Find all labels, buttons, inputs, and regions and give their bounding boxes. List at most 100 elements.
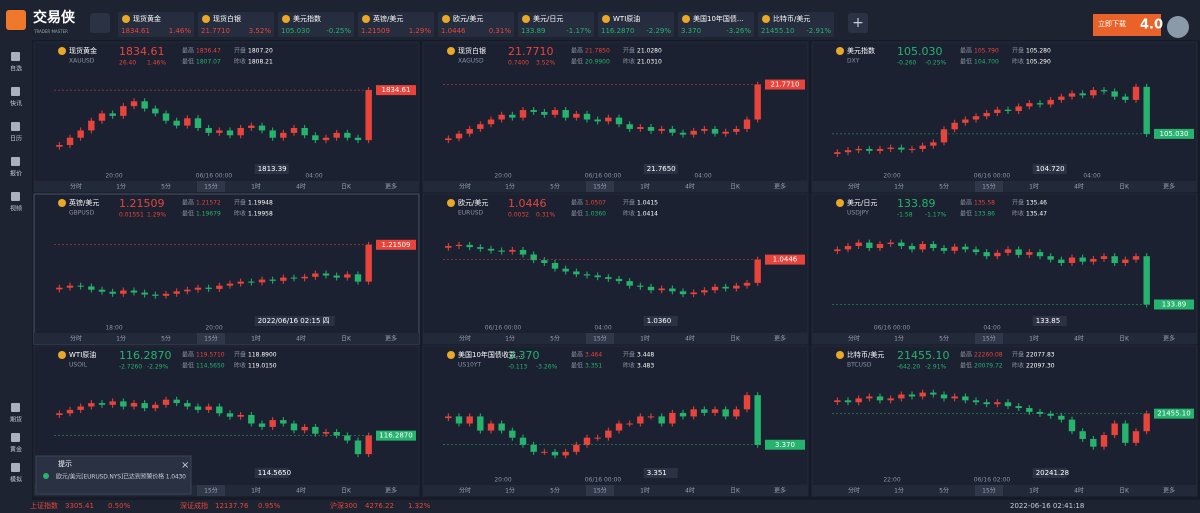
timeframe[interactable]: 1分 — [116, 335, 126, 343]
timeframe[interactable]: 分时 — [459, 487, 471, 495]
timeframe[interactable]: 15分 — [982, 183, 996, 191]
tab[interactable] — [358, 12, 434, 37]
timeframe[interactable]: 日K — [1119, 488, 1130, 495]
timeframe[interactable]: 5分 — [550, 487, 560, 495]
timeframe[interactable]: 15分 — [204, 487, 218, 495]
timeframe[interactable]: 4时 — [685, 335, 695, 343]
timeframe[interactable]: 15分 — [982, 487, 996, 495]
notice-close[interactable]: × — [181, 460, 189, 471]
timeframe[interactable]: 日K — [341, 184, 352, 191]
timeframe[interactable]: 1时 — [640, 335, 650, 343]
timeframe[interactable]: 1分 — [505, 183, 515, 191]
timeframe[interactable]: 更多 — [385, 487, 397, 495]
timeframe[interactable]: 15分 — [593, 487, 607, 495]
timeframe[interactable]: 日K — [341, 336, 352, 343]
timeframe-active[interactable] — [197, 333, 225, 344]
timeframe[interactable]: 日K — [1119, 336, 1130, 343]
timeframe[interactable]: 日K — [730, 184, 741, 191]
timeframe[interactable]: 1时 — [251, 183, 261, 191]
timeframe[interactable]: 15分 — [593, 335, 607, 343]
timeframe[interactable]: 更多 — [1163, 335, 1175, 343]
timeframe[interactable]: 1时 — [1029, 335, 1039, 343]
timeframe[interactable]: 更多 — [385, 183, 397, 191]
timeframe[interactable]: 15分 — [204, 183, 218, 191]
tab[interactable] — [678, 12, 754, 37]
sidebar-icon[interactable] — [11, 87, 20, 96]
timeframe[interactable]: 5分 — [550, 335, 560, 343]
timeframe-active[interactable] — [197, 485, 225, 496]
timeframe[interactable]: 15分 — [982, 335, 996, 343]
timeframe[interactable]: 1分 — [894, 183, 904, 191]
timeframe[interactable]: 日K — [730, 336, 741, 343]
timeframe-active[interactable] — [975, 181, 1003, 192]
timeframe[interactable]: 15分 — [204, 335, 218, 343]
timeframe[interactable]: 1分 — [116, 183, 126, 191]
timeframe-active[interactable] — [197, 181, 225, 192]
timeframe[interactable]: 4时 — [685, 487, 695, 495]
tab[interactable] — [198, 12, 274, 37]
timeframe[interactable]: 1时 — [640, 487, 650, 495]
timeframe[interactable]: 1时 — [640, 183, 650, 191]
sidebar-icon[interactable] — [11, 192, 20, 201]
timeframe[interactable]: 日K — [341, 488, 352, 495]
timeframe[interactable]: 15分 — [593, 183, 607, 191]
timeframe[interactable]: 5分 — [550, 183, 560, 191]
avatar[interactable] — [1167, 16, 1189, 38]
timeframe[interactable]: 1分 — [894, 335, 904, 343]
timeframe[interactable]: 4时 — [1074, 183, 1084, 191]
timeframe[interactable]: 1分 — [505, 487, 515, 495]
timeframe[interactable]: 4时 — [685, 183, 695, 191]
timeframe[interactable]: 更多 — [1163, 183, 1175, 191]
tab[interactable] — [758, 12, 834, 37]
sidebar-icon[interactable] — [11, 463, 20, 472]
timeframe[interactable]: 更多 — [774, 183, 786, 191]
timeframe[interactable]: 分时 — [848, 487, 860, 495]
tab[interactable] — [598, 12, 674, 37]
timeframe[interactable]: 1分 — [505, 335, 515, 343]
add-tab[interactable] — [848, 13, 868, 33]
sidebar-icon[interactable] — [11, 122, 20, 131]
timeframe[interactable]: 分时 — [459, 183, 471, 191]
timeframe[interactable]: 5分 — [161, 183, 171, 191]
timeframe[interactable]: 1分 — [894, 487, 904, 495]
timeframe-active[interactable] — [975, 485, 1003, 496]
timeframe[interactable]: 日K — [730, 488, 741, 495]
timeframe[interactable]: 1时 — [1029, 487, 1039, 495]
timeframe[interactable]: 分时 — [70, 183, 82, 191]
sidebar-icon[interactable] — [11, 433, 20, 442]
grid-button[interactable] — [90, 13, 110, 33]
timeframe[interactable]: 1时 — [251, 487, 261, 495]
timeframe-active[interactable] — [586, 333, 614, 344]
timeframe[interactable]: 4时 — [296, 335, 306, 343]
timeframe[interactable]: 更多 — [1163, 487, 1175, 495]
download-banner[interactable] — [1093, 14, 1161, 36]
timeframe[interactable]: 1时 — [1029, 183, 1039, 191]
timeframe-active[interactable] — [975, 333, 1003, 344]
timeframe[interactable]: 5分 — [161, 335, 171, 343]
timeframe[interactable]: 5分 — [939, 335, 949, 343]
timeframe[interactable]: 分时 — [848, 183, 860, 191]
timeframe[interactable]: 4时 — [296, 183, 306, 191]
timeframe[interactable]: 分时 — [848, 335, 860, 343]
timeframe-active[interactable] — [586, 181, 614, 192]
timeframe[interactable]: 5分 — [939, 183, 949, 191]
timeframe[interactable]: 4时 — [296, 487, 306, 495]
tab[interactable] — [518, 12, 594, 37]
timeframe[interactable]: 1时 — [251, 335, 261, 343]
timeframe[interactable]: 4时 — [1074, 487, 1084, 495]
tab[interactable] — [278, 12, 354, 37]
timeframe[interactable]: 更多 — [774, 335, 786, 343]
timeframe[interactable]: 4时 — [1074, 335, 1084, 343]
sidebar-icon[interactable] — [11, 157, 20, 166]
timeframe[interactable]: 分时 — [459, 335, 471, 343]
sidebar-icon[interactable] — [11, 403, 20, 412]
sidebar-icon[interactable] — [11, 52, 20, 61]
timeframe-active[interactable] — [586, 485, 614, 496]
tab[interactable] — [118, 12, 194, 37]
timeframe[interactable]: 更多 — [385, 335, 397, 343]
timeframe[interactable]: 日K — [1119, 184, 1130, 191]
timeframe[interactable]: 分时 — [70, 335, 82, 343]
tab[interactable] — [438, 12, 514, 37]
timeframe[interactable]: 更多 — [774, 487, 786, 495]
timeframe[interactable]: 5分 — [939, 487, 949, 495]
